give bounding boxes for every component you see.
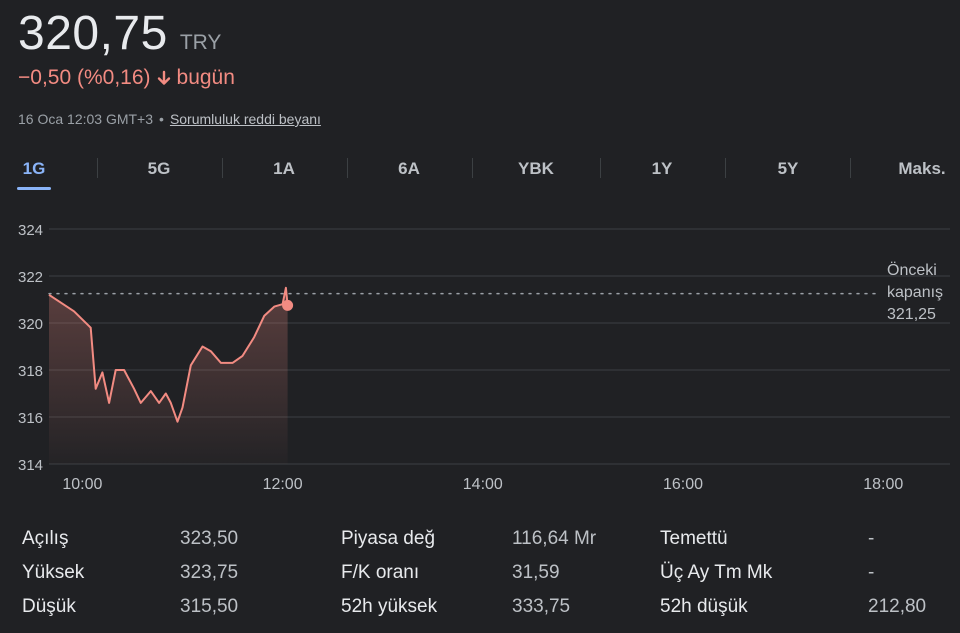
stat-value-dusuk: 315,50: [180, 596, 239, 617]
x-tick-label: 16:00: [663, 476, 703, 493]
x-tick-label: 10:00: [62, 476, 102, 493]
tab-label: 5Y: [777, 159, 799, 178]
y-tick-label: 318: [18, 363, 43, 380]
stat-label-52h-dusuk: 52h düşük: [660, 596, 748, 617]
tab-maks[interactable]: Maks.: [882, 150, 960, 188]
meta-separator: •: [159, 111, 164, 127]
stat-value-acilis: 323,50: [180, 528, 239, 549]
tab-divider: [347, 158, 348, 178]
previous-close-label: kapanış: [887, 284, 943, 301]
tab-divider: [600, 158, 601, 178]
tab-1a[interactable]: 1A: [244, 150, 324, 188]
stat-value-yuksek: 323,75: [180, 562, 239, 583]
x-tick-label: 12:00: [263, 476, 303, 493]
price-area-fill: [49, 287, 288, 464]
change-amount: −0,50 (%0,16): [18, 66, 151, 89]
stat-label-yuksek: Yüksek: [22, 562, 85, 583]
stat-value-52h-yuksek: 333,75: [512, 596, 571, 617]
stat-value-uc-ay-tm-mk: -: [868, 562, 875, 583]
tab-1y[interactable]: 1Y: [622, 150, 702, 188]
tab-label: 1G: [22, 159, 46, 178]
arrow-down-icon: [157, 70, 171, 86]
tab-label: Maks.: [898, 159, 946, 178]
change-period: bugün: [176, 66, 235, 89]
tab-label: 5G: [147, 159, 171, 178]
currency-code: TRY: [179, 31, 222, 54]
disclaimer-link[interactable]: Sorumluluk reddi beyanı: [169, 111, 321, 127]
quote-timestamp: 16 Oca 12:03 GMT+3: [18, 111, 154, 127]
quote-meta: 16 Oca 12:03 GMT+3 • Sorumluluk reddi be…: [18, 111, 321, 127]
quote-header: 320,75 TRY: [18, 6, 221, 61]
tab-6a[interactable]: 6A: [369, 150, 449, 188]
tab-label: 1Y: [651, 159, 673, 178]
price-line: [48, 286, 289, 423]
y-tick-label: 316: [18, 410, 43, 427]
stat-label-f-k-orani: F/K oranı: [341, 562, 420, 583]
tab-label: YBK: [518, 159, 554, 178]
last-price-point: [282, 299, 294, 311]
y-tick-label: 324: [18, 222, 43, 239]
tab-label: 6A: [398, 159, 420, 178]
stat-value-f-k-orani: 31,59: [512, 562, 560, 583]
stat-label-acilis: Açılış: [22, 528, 69, 549]
tab-divider: [725, 158, 726, 178]
stat-label-piyasa-deg: Piyasa değ: [341, 528, 436, 549]
price-change: −0,50 (%0,16) bugün: [18, 66, 235, 90]
stat-label-52h-yuksek: 52h yüksek: [341, 596, 438, 617]
active-tab-indicator: [17, 187, 51, 190]
y-tick-label: 320: [18, 316, 43, 333]
stat-value-temettu: -: [868, 528, 875, 549]
x-tick-label: 18:00: [863, 476, 903, 493]
stat-label-dusuk: Düşük: [22, 596, 76, 617]
price-chart: 324 322 320 318 316 314 10:00 12:00 14:00 16:00 18…: [18, 222, 950, 493]
stat-value-52h-dusuk: 212,80: [868, 596, 927, 617]
tab-1g[interactable]: 1G: [0, 150, 74, 190]
tab-divider: [472, 158, 473, 178]
stat-value-piyasa-deg: 116,64 Mr: [512, 528, 597, 549]
x-tick-label: 14:00: [463, 476, 503, 493]
y-tick-label: 322: [18, 269, 43, 286]
previous-close-label: Önceki: [887, 261, 937, 279]
tab-divider: [222, 158, 223, 178]
stat-label-uc-ay-tm-mk: Üç Ay Tm Mk: [660, 562, 773, 583]
previous-close-label: 321,25: [887, 306, 936, 323]
tab-label: 1A: [273, 159, 295, 178]
current-price: 320,75: [18, 7, 168, 60]
tab-ybk[interactable]: YBK: [496, 150, 576, 188]
tab-5y[interactable]: 5Y: [748, 150, 828, 188]
tab-5g[interactable]: 5G: [119, 150, 199, 188]
tab-divider: [97, 158, 98, 178]
y-tick-label: 314: [18, 457, 43, 474]
range-tabs: 1G 5G 1A 6A YBK 1Y 5Y Maks.: [0, 150, 960, 192]
tab-divider: [850, 158, 851, 178]
stat-label-temettu: Temettü: [660, 528, 728, 549]
